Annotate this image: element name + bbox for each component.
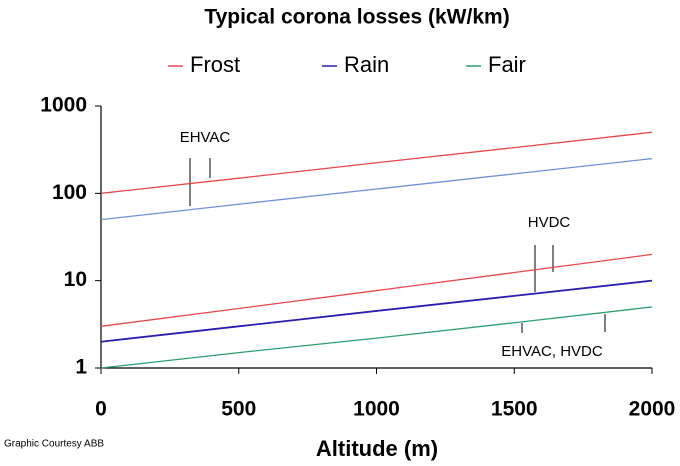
x-tick-label: 0 (95, 398, 107, 421)
annotation: EHVAC, HVDC (501, 343, 603, 360)
annotation-pointers (189, 158, 606, 333)
annotation: EHVAC (180, 129, 231, 146)
annotation: HVDC (528, 214, 571, 231)
line (100, 279, 653, 343)
y-tick-label: 1 (75, 356, 87, 379)
credit: Graphic Courtesy ABB (4, 439, 104, 450)
line (100, 306, 653, 369)
line (100, 253, 653, 327)
x-tick-label: 500 (221, 398, 256, 421)
y-tick-label: 10 (64, 268, 87, 291)
y-tick-label: 100 (52, 181, 87, 204)
x-tick-label: 2000 (629, 398, 676, 421)
chart-title: Typical corona losses (kW/km) (204, 6, 509, 29)
x-axis-title: Altitude (m) (316, 436, 438, 461)
x-tick-label: 1500 (491, 398, 538, 421)
legend-label: Rain (344, 52, 389, 77)
legend-label: Frost (190, 52, 240, 77)
legend-label: Fair (488, 52, 526, 77)
line (100, 157, 653, 221)
y-tick-label: 1000 (40, 94, 87, 117)
line (100, 131, 653, 194)
x-tick-label: 1000 (353, 398, 400, 421)
